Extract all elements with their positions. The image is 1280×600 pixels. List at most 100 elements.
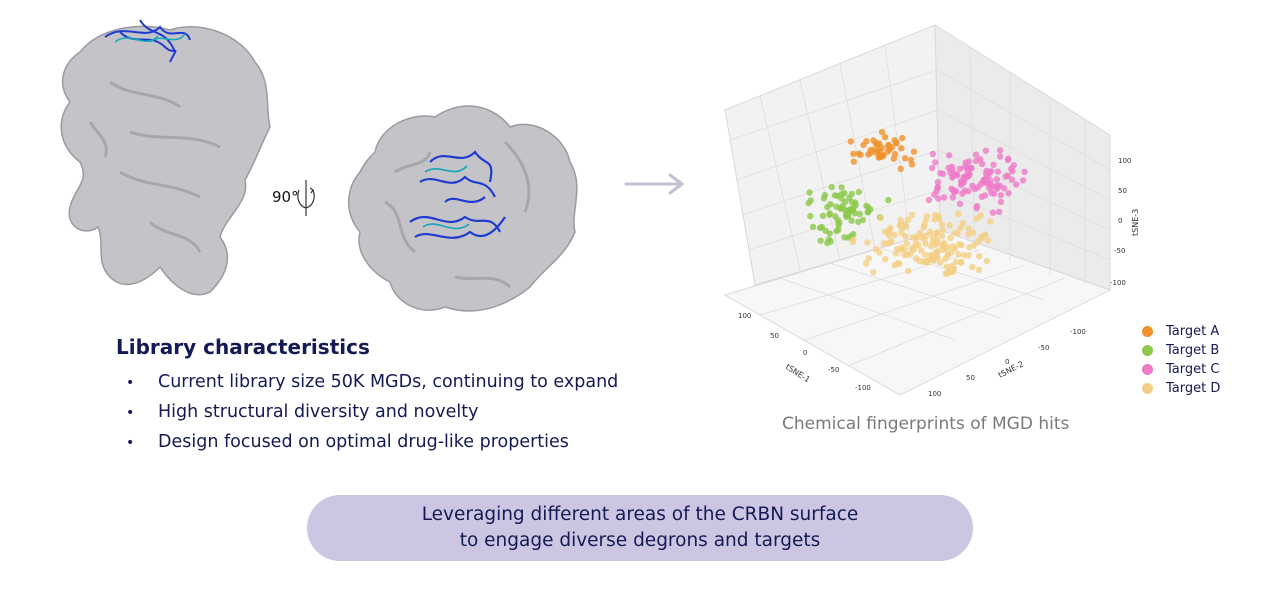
data-point-target-d — [959, 220, 966, 227]
bullet-icon: • — [126, 405, 135, 421]
list-item: • Current library size 50K MGDs, continui… — [126, 372, 618, 402]
data-point-target-b — [832, 213, 839, 220]
data-point-target-a — [847, 138, 854, 145]
data-point-target-d — [944, 243, 951, 251]
data-point-target-d — [949, 268, 957, 275]
legend-dot — [1142, 364, 1153, 375]
data-point-target-a — [880, 152, 887, 159]
data-point-target-a — [870, 137, 877, 144]
data-point-target-d — [957, 224, 964, 232]
data-point-target-d — [952, 258, 960, 265]
data-point-target-d — [909, 211, 916, 219]
summary-banner: Leveraging different areas of the CRBN s… — [307, 495, 973, 561]
data-point-target-b — [867, 206, 874, 213]
data-point-target-a — [897, 165, 904, 172]
banner-line-1: Leveraging different areas of the CRBN s… — [421, 504, 859, 525]
data-point-target-a — [850, 158, 857, 165]
data-point-target-c — [925, 196, 933, 204]
data-point-target-d — [938, 221, 946, 228]
data-point-target-c — [997, 192, 1004, 199]
data-point-target-c — [978, 193, 985, 200]
data-point-target-b — [818, 223, 825, 231]
legend-label: Target D — [1166, 381, 1221, 396]
data-point-target-d — [965, 252, 972, 259]
data-point-target-b — [855, 188, 862, 196]
legend-label: Target A — [1166, 324, 1220, 339]
data-point-target-d — [903, 240, 911, 247]
data-point-target-d — [872, 246, 880, 253]
data-point-target-b — [845, 234, 852, 241]
library-characteristics-list: • Current library size 50K MGDs, continui… — [126, 372, 618, 462]
data-point-target-d — [955, 210, 962, 217]
legend-item-target-a: Target A — [1142, 322, 1220, 341]
data-point-target-c — [966, 171, 973, 178]
data-point-target-b — [835, 226, 842, 233]
data-point-target-d — [888, 237, 895, 244]
data-point-target-c — [981, 179, 988, 186]
data-point-target-c — [947, 169, 954, 176]
data-point-target-b — [838, 184, 845, 191]
chart-caption: Chemical fingerprints of MGD hits — [782, 414, 1070, 434]
data-point-target-a — [907, 156, 915, 164]
data-point-target-d — [915, 241, 922, 248]
data-point-target-c — [996, 208, 1003, 215]
y-tick-label: -50 — [1038, 344, 1049, 352]
data-point-target-b — [838, 205, 846, 212]
data-point-target-c — [953, 188, 960, 195]
data-point-target-c — [932, 159, 939, 166]
data-point-target-d — [969, 263, 976, 271]
data-point-target-c — [928, 164, 936, 172]
legend-dot — [1142, 383, 1153, 394]
bullet-text: High structural diversity and novelty — [158, 402, 479, 422]
legend-item-target-d: Target D — [1142, 379, 1220, 398]
data-point-target-d — [909, 234, 916, 241]
data-point-target-b — [834, 192, 841, 200]
data-point-target-d — [905, 216, 912, 223]
list-item: • Design focused on optimal drug-like pro… — [126, 432, 618, 462]
data-point-target-c — [934, 179, 942, 186]
data-point-target-a — [901, 155, 909, 162]
data-point-target-c — [1010, 162, 1017, 169]
bullet-text: Design focused on optimal drug-like prop… — [158, 432, 569, 452]
data-point-target-b — [846, 194, 853, 201]
z-tick-label: 50 — [1118, 187, 1127, 195]
data-point-target-d — [862, 260, 870, 267]
data-point-target-b — [820, 195, 828, 202]
x-tick-label: -50 — [828, 366, 839, 374]
x-tick-label: 100 — [738, 312, 751, 320]
data-point-target-d — [905, 267, 912, 275]
data-point-target-b — [827, 238, 834, 245]
x-axis-label: tSNE-1 — [784, 362, 812, 384]
data-point-target-a — [898, 145, 905, 152]
data-point-target-d — [932, 211, 939, 219]
data-point-target-b — [809, 223, 817, 231]
data-point-target-d — [897, 216, 904, 224]
data-point-target-b — [807, 212, 814, 220]
data-point-target-d — [928, 243, 935, 250]
data-point-target-d — [934, 253, 941, 261]
data-point-target-a — [860, 141, 867, 149]
z-tick-label: 0 — [1118, 217, 1122, 225]
data-point-target-a — [867, 149, 874, 157]
data-point-target-b — [826, 211, 833, 218]
data-point-target-c — [969, 182, 976, 189]
data-point-target-c — [989, 209, 997, 216]
x-tick-label: -100 — [855, 384, 871, 392]
z-axis-label: tSNE-3 — [1131, 209, 1140, 236]
data-point-target-b — [826, 230, 833, 237]
rotation-label: 90° — [272, 188, 299, 206]
data-point-target-d — [981, 231, 989, 239]
data-point-target-c — [996, 147, 1004, 154]
chart-legend: Target A Target B Target C Target D — [1142, 322, 1220, 398]
data-point-target-d — [983, 257, 991, 265]
data-point-target-d — [849, 238, 856, 246]
data-point-target-b — [885, 196, 892, 204]
tsne-3d-scatter-chart: 100 50 0 -50 -100 tSNE-1 100 50 0 -50 -1… — [723, 24, 1140, 398]
data-point-target-d — [954, 230, 961, 237]
data-point-target-c — [939, 170, 947, 177]
data-point-target-c — [968, 165, 975, 172]
data-point-target-c — [979, 160, 986, 168]
data-point-target-c — [977, 156, 984, 163]
data-point-target-d — [926, 228, 934, 235]
z-tick-label: -100 — [1110, 279, 1126, 287]
